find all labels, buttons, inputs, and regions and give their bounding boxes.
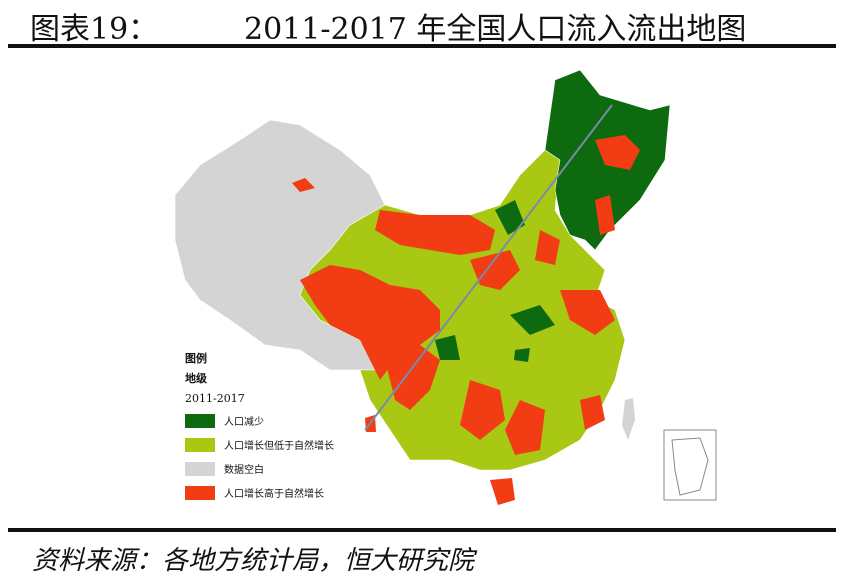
region-decrease (435, 335, 460, 360)
map: 图例 地级 2011-2017 人口减少人口增长但低于自然增长数据空白人口增长高… (174, 69, 717, 505)
figure-label: 图表19： (30, 12, 159, 47)
top-rule (8, 44, 836, 48)
legend-level: 地级 (185, 371, 208, 385)
legend-label: 数据空白 (224, 463, 264, 476)
legend-label: 人口增长但低于自然增长 (224, 439, 334, 452)
figure-title: 2011-2017 年全国人口流入流出地图 (244, 12, 747, 47)
region-decrease (514, 348, 530, 362)
source: 资料来源：各地方统计局，恒大研究院 (32, 546, 475, 576)
region-decrease (495, 200, 525, 235)
legend-label: 人口增长高于自然增长 (224, 487, 324, 500)
legend-title: 图例 (185, 351, 207, 365)
legend-swatch (185, 462, 215, 476)
region-decrease (510, 305, 555, 335)
legend-swatch (185, 414, 215, 428)
legend-swatch (185, 486, 215, 500)
legend-label: 人口减少 (224, 416, 264, 428)
region-growth-above (292, 135, 640, 505)
inset-outline (671, 437, 709, 496)
taiwan (622, 398, 635, 440)
legend-period: 2011-2017 (185, 392, 245, 405)
bottom-rule (8, 528, 836, 532)
legend-swatch (185, 438, 215, 452)
title: 图表19： 2011-2017 年全国人口流入流出地图 (30, 4, 746, 48)
hu-line (364, 104, 613, 431)
